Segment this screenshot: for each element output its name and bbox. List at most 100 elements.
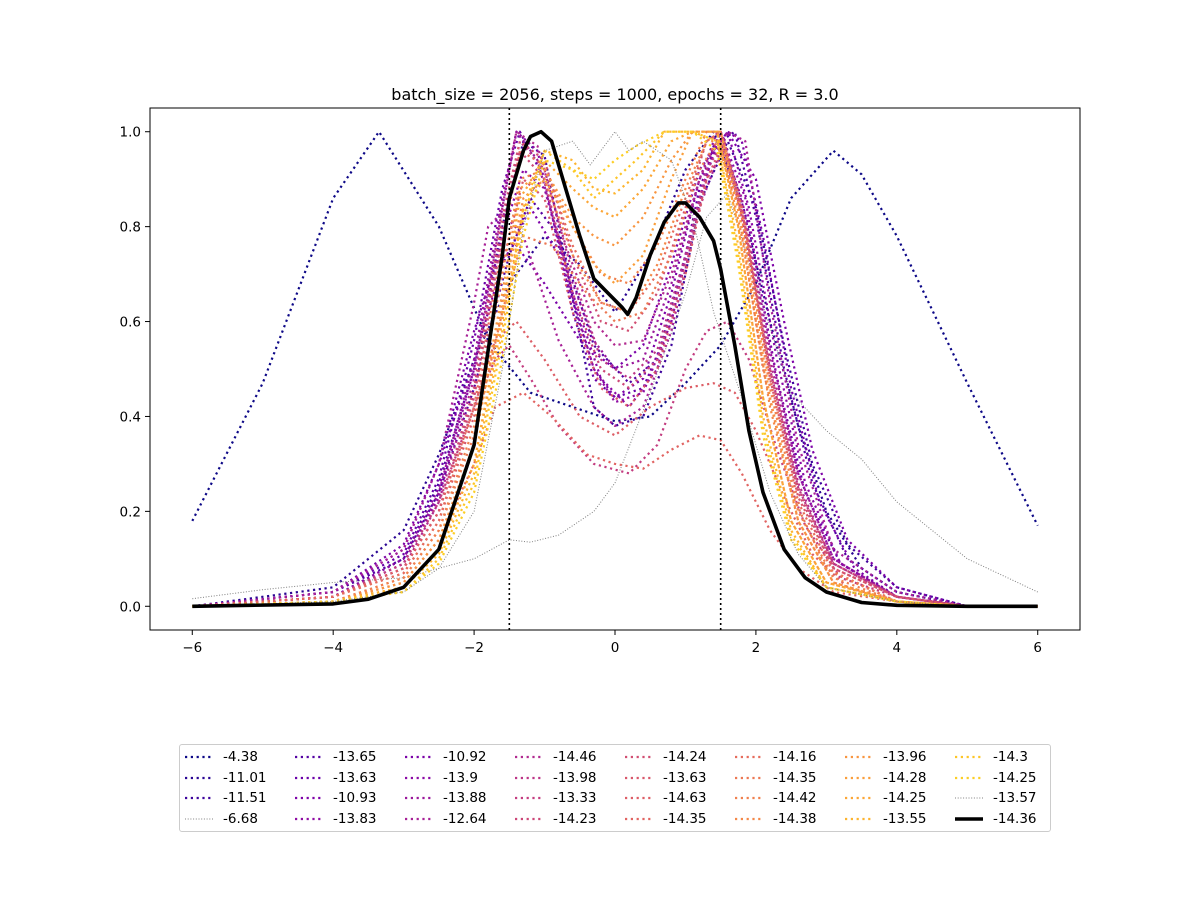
legend-label: -14.38 [773,811,817,828]
legend-item: -13.63 [294,768,404,789]
legend-swatch [404,752,434,762]
legend-item: -13.33 [514,788,624,809]
x-tick-label: 0 [611,640,620,656]
legend-swatch [624,793,654,803]
series-line-6 [192,130,1038,608]
series-line-30 [192,130,1038,608]
legend-swatch [514,773,544,783]
legend-label: -13.33 [553,790,597,807]
legend-label: -11.01 [223,769,267,786]
legend-label: -14.28 [883,769,927,786]
plot-curves [191,129,1039,609]
legend-item: -14.36 [954,809,1064,830]
legend-swatch [954,793,984,803]
series-line-23 [192,130,1038,608]
legend-label: -14.24 [663,749,707,766]
reference-lines [508,108,722,630]
y-tick-label: 0.8 [120,220,141,236]
legend-label: -14.16 [773,749,817,766]
y-tick-label: 1.0 [120,125,141,141]
legend-item: -14.42 [734,788,844,809]
legend-swatch [954,814,984,824]
y-tick-label: 0.0 [120,599,141,615]
series-line-31 [192,131,1038,607]
legend-entries: -4.38 -11.01 -11.51 -6.68 -13.65 -13.63 -10.93… [184,747,1064,829]
series-line-14 [192,140,1038,608]
series-line-17 [192,130,1038,608]
legend-item: -14.24 [624,747,734,768]
series-line-11 [192,130,1038,608]
x-tick-label: 2 [752,640,761,656]
legend-label: -14.3 [993,749,1028,766]
legend-swatch [184,752,214,762]
legend-swatch [844,814,874,824]
legend-item: -14.35 [624,809,734,830]
legend-item: -14.28 [844,768,954,789]
legend-swatch [404,773,434,783]
legend-label: -10.93 [333,790,377,807]
legend-label: -10.92 [443,749,487,766]
legend-swatch [184,773,214,783]
legend-label: -14.23 [553,811,597,828]
legend-swatch [514,793,544,803]
legend-swatch [404,814,434,824]
legend-label: -13.57 [993,790,1037,807]
legend-label: -6.68 [223,811,258,828]
legend-item: -13.57 [954,788,1064,809]
legend-label: -4.38 [223,749,258,766]
legend-swatch [294,773,324,783]
legend-item: -6.68 [184,809,294,830]
legend-item: -14.25 [844,788,954,809]
legend-item: -11.01 [184,768,294,789]
legend-item: -13.98 [514,768,624,789]
legend-item: -13.88 [404,788,514,809]
series-line-26 [192,130,1038,608]
x-tick-label: 6 [1033,640,1042,656]
legend-label: -14.42 [773,790,817,807]
legend-label: -14.35 [663,811,707,828]
legend-label: -13.96 [883,749,927,766]
legend-item: -14.63 [624,788,734,809]
legend-item: -14.25 [954,768,1064,789]
legend-item: -13.65 [294,747,404,768]
series-line-7 [192,130,1038,608]
x-axis: −6 −4 −2 0 2 4 6 [182,630,1042,656]
legend-item: -10.92 [404,747,514,768]
legend-label: -14.46 [553,749,597,766]
legend-label: -14.35 [773,769,817,786]
legend-item: -13.83 [294,809,404,830]
x-tick-label: −2 [464,640,484,656]
series-line-10 [192,130,1038,608]
legend-swatch [294,814,324,824]
legend-swatch [734,752,764,762]
x-tick-label: −6 [182,640,202,656]
legend-label: -13.65 [333,749,377,766]
series-line-9 [192,130,1038,608]
legend-swatch [844,752,874,762]
x-tick-label: −4 [323,640,343,656]
legend-item: -13.63 [624,768,734,789]
series-line-19 [192,320,1038,608]
legend-swatch [294,793,324,803]
legend-item: -14.16 [734,747,844,768]
legend-label: -13.83 [333,811,377,828]
legend-label: -13.98 [553,769,597,786]
legend-label: -14.36 [993,811,1037,828]
legend-label: -13.63 [663,769,707,786]
legend-swatch [184,814,214,824]
legend-item: -10.93 [294,788,404,809]
legend-label: -11.51 [223,790,267,807]
series-line-12 [192,130,1038,608]
series-line-3 [192,140,1038,608]
series-line-32 [192,129,1038,609]
y-axis: 0.0 0.2 0.4 0.6 0.8 1.0 [120,125,150,615]
legend-swatch [184,793,214,803]
y-tick-label: 0.6 [120,315,141,331]
legend-swatch [624,773,654,783]
series-line-18 [192,140,1038,608]
series-line-8 [192,130,1038,608]
legend-label: -13.88 [443,790,487,807]
legend-swatch [954,773,984,783]
legend-item: -12.64 [404,809,514,830]
legend-item: -14.23 [514,809,624,830]
